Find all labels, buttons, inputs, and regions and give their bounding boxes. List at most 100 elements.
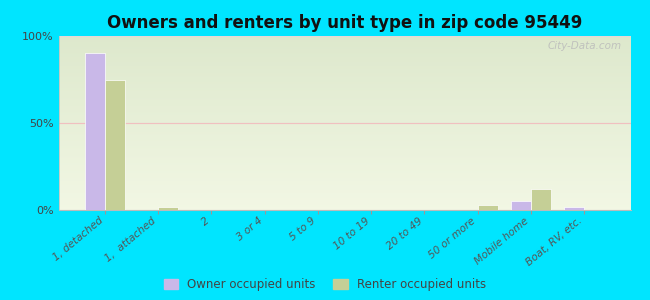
Bar	[58, 138, 630, 139]
Bar	[58, 139, 630, 140]
Bar	[58, 105, 630, 106]
Bar	[58, 50, 630, 51]
Bar	[58, 191, 630, 192]
Bar	[58, 153, 630, 154]
Bar	[58, 85, 630, 86]
Bar	[58, 140, 630, 141]
Bar	[58, 91, 630, 92]
Bar	[58, 180, 630, 181]
Bar	[58, 63, 630, 64]
Bar	[58, 200, 630, 201]
Bar	[58, 55, 630, 56]
Bar	[58, 194, 630, 195]
Bar	[58, 97, 630, 98]
Bar	[58, 146, 630, 147]
Bar	[158, 206, 178, 210]
Bar	[58, 76, 630, 77]
Bar	[58, 57, 630, 58]
Bar	[58, 174, 630, 175]
Bar	[58, 102, 630, 103]
Bar	[58, 176, 630, 177]
Bar	[58, 80, 630, 81]
Bar	[58, 83, 630, 84]
Bar	[58, 173, 630, 174]
Bar	[58, 108, 630, 109]
Bar	[58, 45, 630, 46]
Bar	[58, 58, 630, 59]
Bar	[58, 68, 630, 69]
Bar	[58, 208, 630, 209]
Bar	[58, 199, 630, 200]
Bar	[58, 69, 630, 70]
Bar	[58, 111, 630, 112]
Bar	[105, 80, 125, 210]
Bar	[58, 178, 630, 179]
Bar	[58, 109, 630, 110]
Bar	[58, 143, 630, 144]
Bar	[58, 115, 630, 116]
Bar	[58, 168, 630, 169]
Bar	[58, 204, 630, 205]
Bar	[58, 170, 630, 171]
Bar	[58, 43, 630, 44]
Legend: Owner occupied units, Renter occupied units: Owner occupied units, Renter occupied un…	[164, 278, 486, 291]
Bar	[58, 119, 630, 120]
Bar	[58, 161, 630, 162]
Bar	[58, 70, 630, 71]
Bar	[58, 126, 630, 127]
Bar	[58, 182, 630, 183]
Bar	[58, 163, 630, 164]
Bar	[58, 74, 630, 75]
Bar	[58, 113, 630, 114]
Bar	[58, 142, 630, 143]
Bar	[58, 203, 630, 204]
Bar	[58, 141, 630, 142]
Bar	[58, 120, 630, 121]
Bar	[58, 159, 630, 160]
Bar	[58, 186, 630, 187]
Bar	[58, 82, 630, 83]
Bar	[58, 193, 630, 194]
Bar	[58, 38, 630, 39]
Bar	[58, 42, 630, 43]
Bar	[478, 205, 498, 210]
Bar	[58, 201, 630, 202]
Bar	[58, 71, 630, 72]
Bar	[58, 158, 630, 159]
Bar	[58, 62, 630, 63]
Bar	[58, 101, 630, 102]
Bar	[58, 156, 630, 157]
Bar	[58, 100, 630, 101]
Bar	[58, 52, 630, 53]
Bar	[58, 179, 630, 180]
Bar	[58, 123, 630, 124]
Bar	[58, 160, 630, 161]
Bar	[58, 47, 630, 48]
Bar	[58, 36, 630, 37]
Bar	[58, 79, 630, 80]
Bar	[58, 49, 630, 50]
Bar	[58, 78, 630, 79]
Bar	[58, 86, 630, 87]
Bar	[58, 136, 630, 137]
Bar	[58, 118, 630, 119]
Bar	[58, 59, 630, 60]
Bar	[58, 190, 630, 191]
Bar	[58, 117, 630, 118]
Bar	[58, 188, 630, 189]
Bar	[58, 94, 630, 95]
Bar	[58, 67, 630, 68]
Bar	[511, 201, 531, 210]
Bar	[58, 56, 630, 57]
Bar	[58, 92, 630, 93]
Bar	[58, 154, 630, 155]
Bar	[58, 134, 630, 135]
Bar	[58, 185, 630, 186]
Bar	[58, 144, 630, 145]
Bar	[58, 37, 630, 38]
Bar	[58, 196, 630, 197]
Bar	[58, 131, 630, 132]
Bar	[531, 189, 551, 210]
Bar	[58, 145, 630, 146]
Bar	[58, 172, 630, 173]
